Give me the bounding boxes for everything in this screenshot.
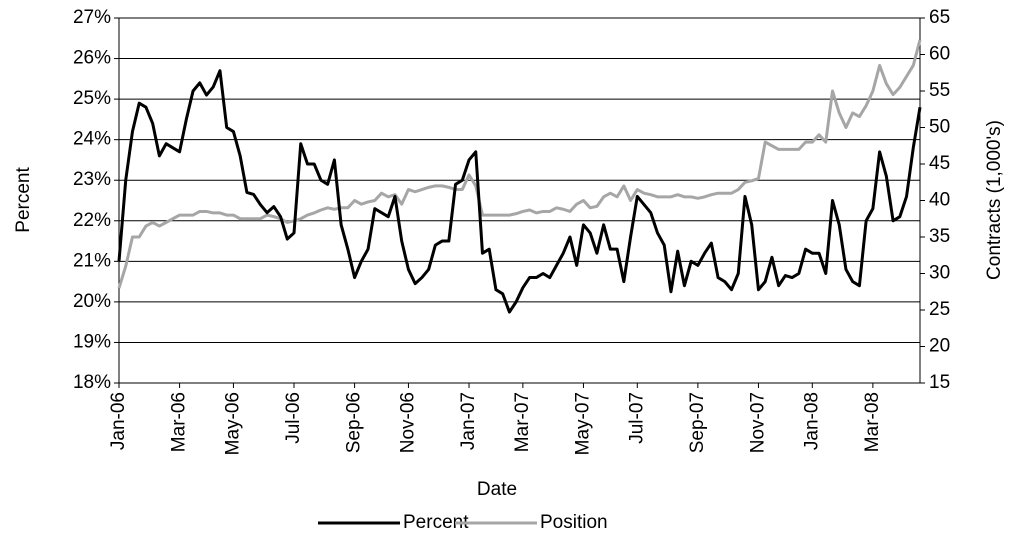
x-tick-label: Jan-07 (458, 392, 479, 450)
y2-tick-label: 20 (929, 336, 950, 357)
y-tick-label: 26% (73, 48, 111, 69)
x-tick-label: Mar-08 (862, 392, 883, 452)
x-tick-label: Jan-08 (801, 392, 822, 450)
x-tick-label: May-06 (222, 392, 243, 455)
y2-tick-label: 45 (929, 153, 950, 174)
x-tick-label: Sep-06 (344, 392, 365, 453)
x-tick-label: Mar-06 (169, 392, 190, 452)
x-tick-label: Jan-06 (108, 392, 129, 450)
legend-label: Percent (403, 512, 469, 533)
y-tick-label: 21% (73, 250, 111, 271)
y2-tick-label: 25 (929, 299, 950, 320)
y-tick-label: 25% (73, 88, 111, 109)
x-tick-label: Nov-06 (397, 392, 418, 453)
x-tick-label: May-07 (572, 392, 593, 455)
x-tick-label: Jul-06 (283, 392, 304, 444)
y2-tick-label: 40 (929, 190, 950, 211)
y2-tick-label: 35 (929, 226, 950, 247)
y-tick-label: 19% (73, 331, 111, 352)
series-line (117, 69, 922, 314)
y-tick-label: 27% (73, 7, 111, 28)
y-tick-label: 23% (73, 169, 111, 190)
y-axis-label: Percent (13, 167, 34, 233)
y-tick-label: 22% (73, 210, 111, 231)
y2-tick-label: 65 (929, 7, 950, 28)
y2-axis-label: Contracts (1,000's) (984, 120, 1005, 280)
y2-tick-label: 30 (929, 263, 950, 284)
y-tick-label: 20% (73, 291, 111, 312)
y2-tick-label: 55 (929, 80, 950, 101)
y2-tick-label: 50 (929, 117, 950, 138)
x-axis-label: Date (477, 479, 517, 500)
legend-label: Position (540, 512, 608, 533)
x-tick-label: Nov-07 (747, 392, 768, 453)
x-tick-label: Mar-07 (512, 392, 533, 452)
y2-tick-label: 15 (929, 372, 950, 393)
y-tick-label: 24% (73, 129, 111, 150)
x-tick-label: Jul-07 (626, 392, 647, 444)
y2-tick-label: 60 (929, 44, 950, 65)
series-line (117, 39, 922, 289)
x-tick-label: Sep-07 (687, 392, 708, 453)
y-tick-label: 18% (73, 372, 111, 393)
